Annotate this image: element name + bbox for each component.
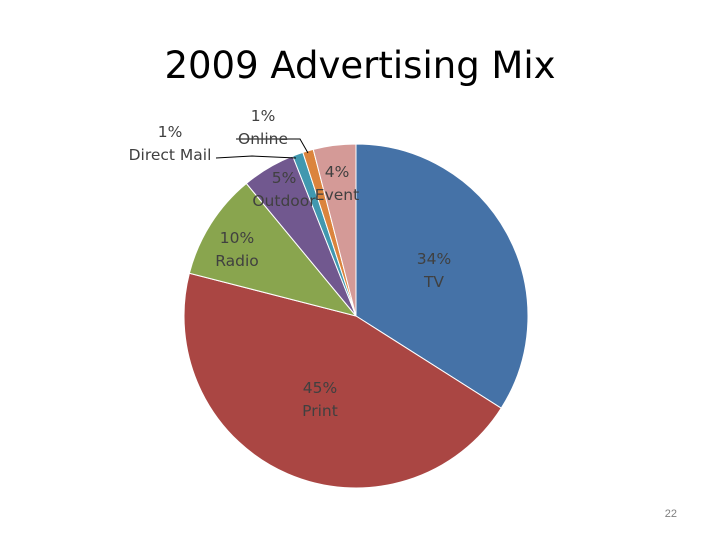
leader-line-direct-mail: [215, 155, 297, 159]
slice-label-tv: 34% TV: [417, 250, 451, 291]
slice-label-online: 1% Online: [238, 107, 288, 148]
pie-slices: [183, 143, 529, 489]
pie-slice-event: [312, 143, 357, 317]
pie-slice-print: [183, 272, 502, 489]
slice-labels: 34% TV 45% Print 10% Radio 5% Outdoor 1% Direct M…: [129, 107, 452, 420]
slice-label-print: 45% Print: [302, 379, 338, 420]
slice-label-direct-mail: 1% Direct Mail: [129, 123, 212, 164]
slide-number: 22: [664, 508, 677, 520]
pie-slice-radio: [188, 182, 358, 317]
leader-line-online: [236, 138, 309, 154]
slice-label-event: 4% Event: [315, 163, 359, 204]
pie-slice-tv: [355, 143, 529, 409]
slice-label-radio: 10% Radio: [215, 229, 259, 270]
slice-label-outdoor: 5% Outdoor: [252, 169, 316, 210]
slide-title: 2009 Advertising Mix: [164, 44, 556, 87]
leader-lines: [215, 138, 309, 159]
